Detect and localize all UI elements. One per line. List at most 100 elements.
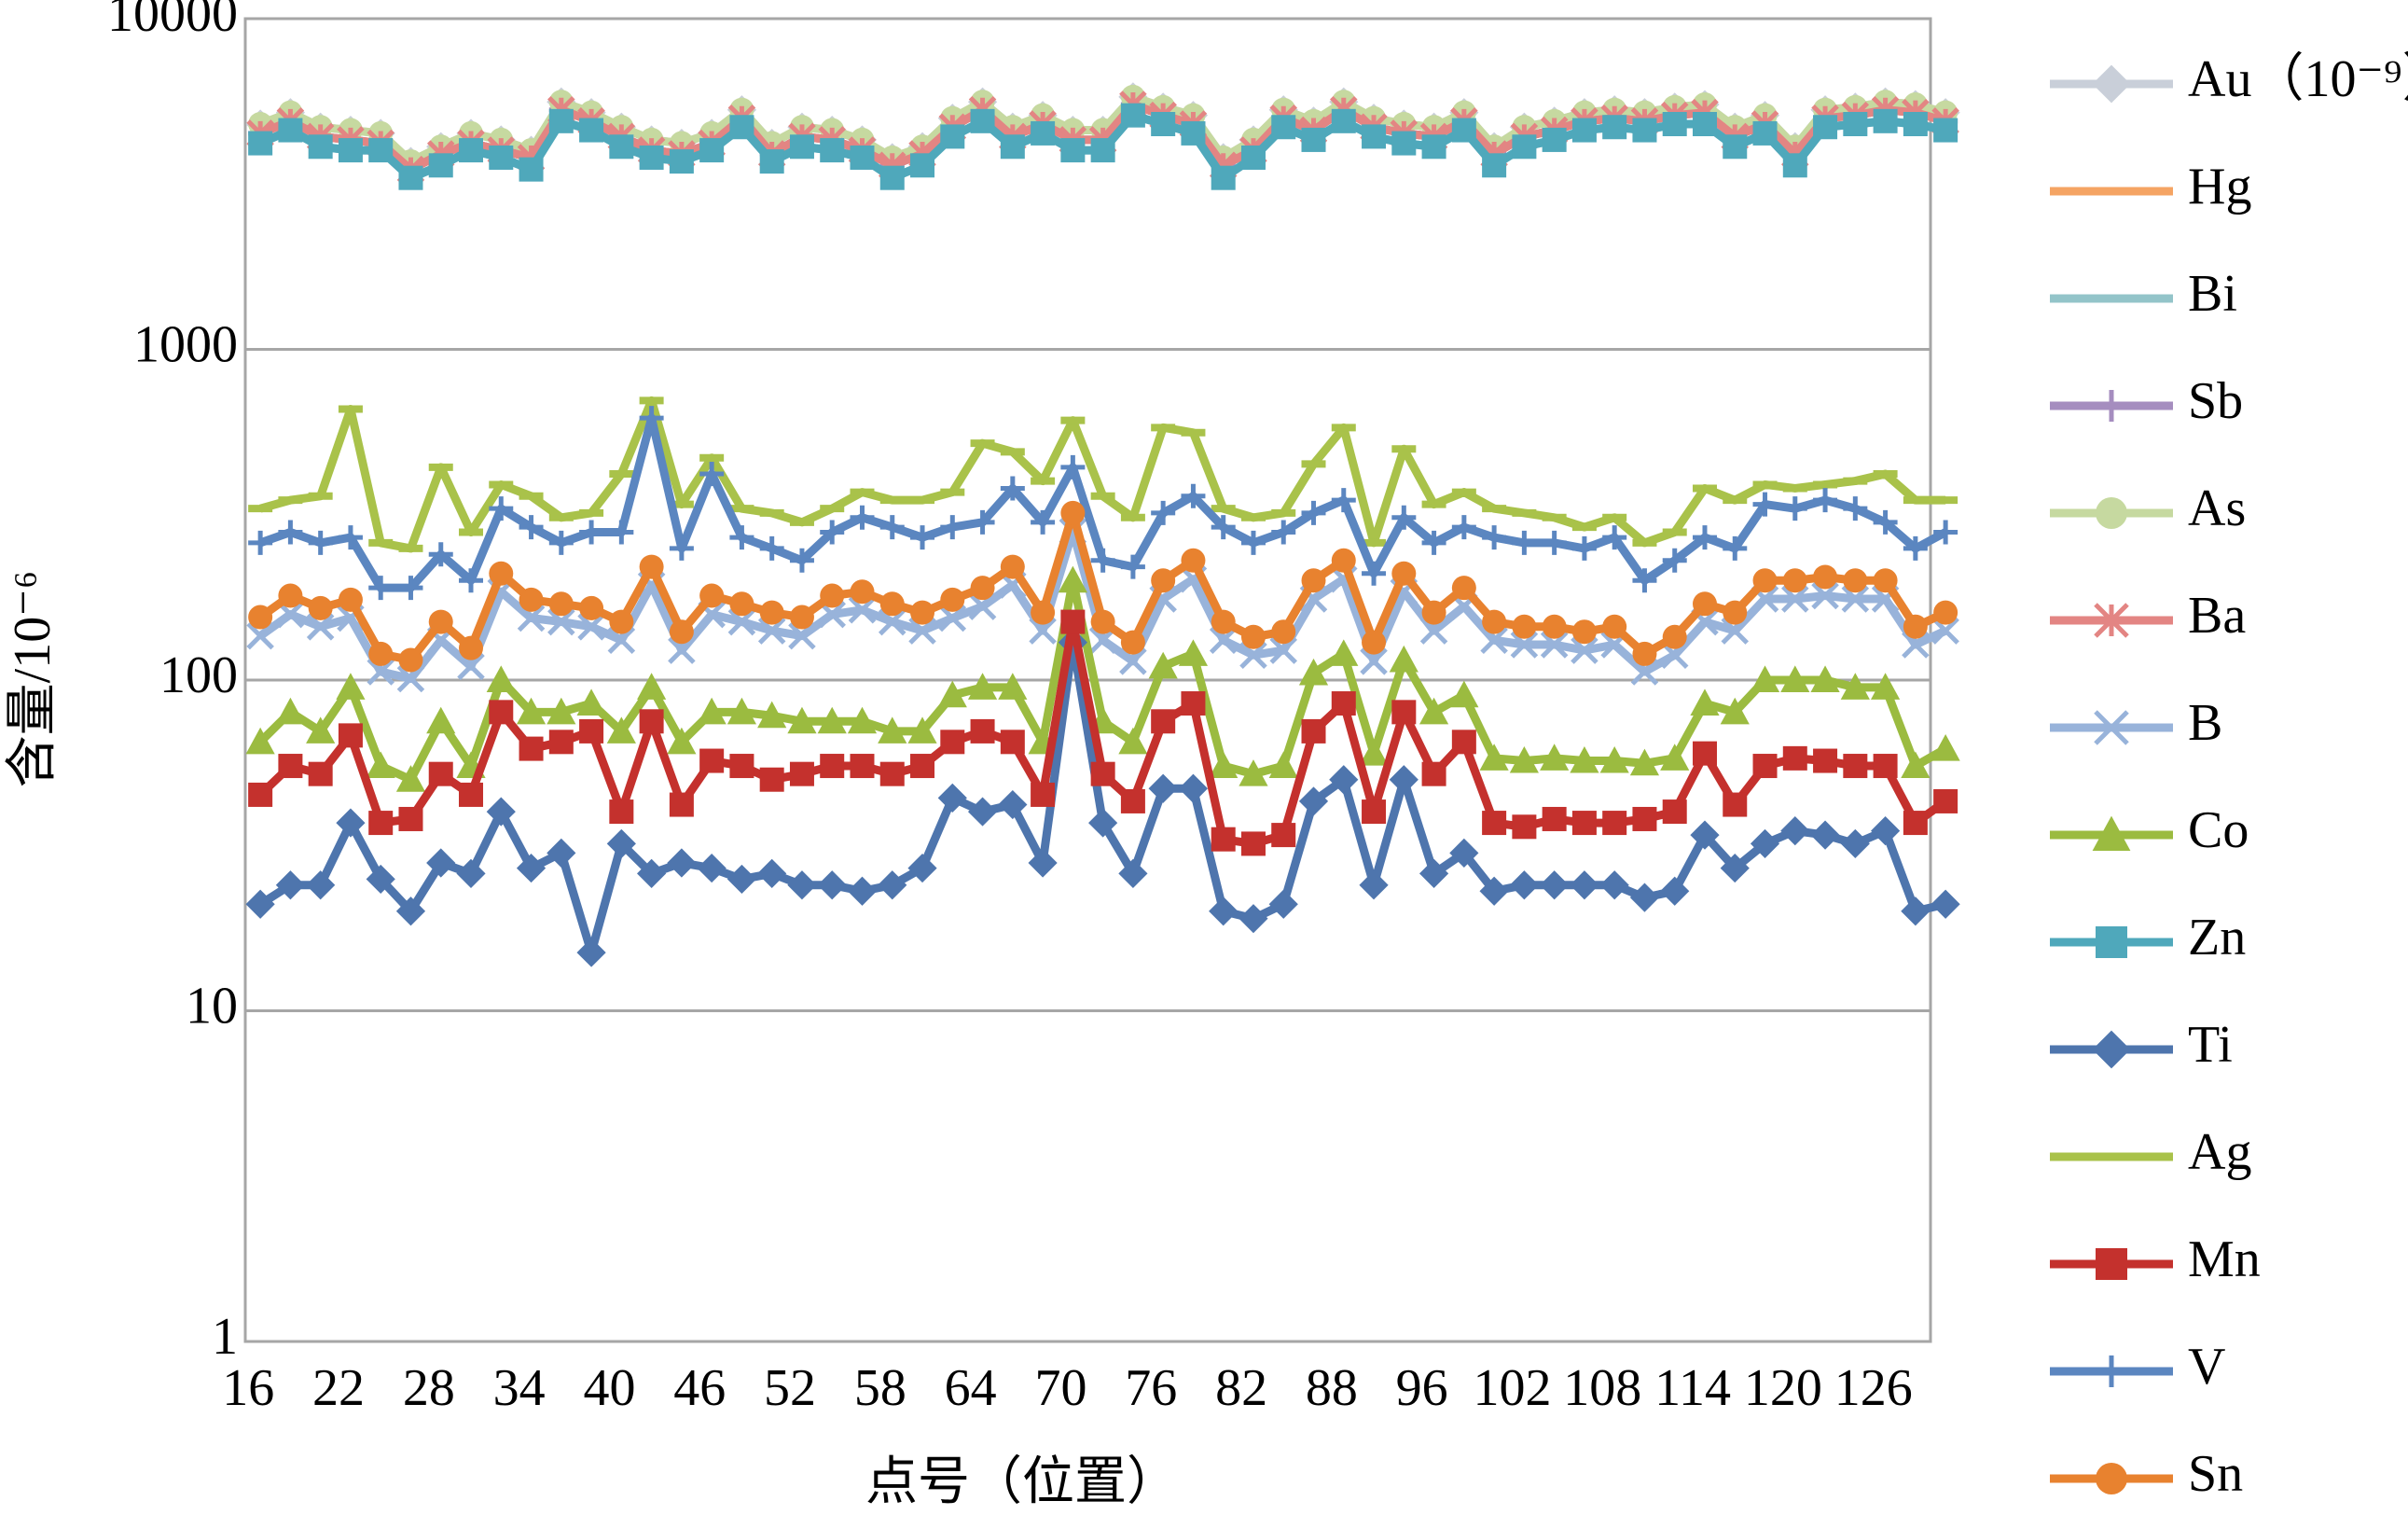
data-point [1178, 639, 1209, 666]
data-point [1271, 823, 1296, 848]
data-point [850, 754, 875, 779]
data-point [368, 811, 394, 836]
x-tick-label: 16 [222, 1359, 274, 1417]
data-point [1451, 515, 1476, 540]
data-point [366, 751, 395, 779]
series [245, 628, 1960, 967]
data-point [338, 587, 363, 612]
data-point [1782, 745, 1807, 771]
data-point [820, 520, 845, 545]
data-point [368, 641, 394, 666]
legend-label: Sn [2188, 1445, 2243, 1503]
data-point [1540, 631, 1569, 659]
data-point [548, 730, 574, 755]
data-point [428, 542, 453, 567]
data-point [1903, 614, 1928, 639]
data-point [729, 591, 754, 617]
data-point [788, 621, 816, 650]
x-tick-label: 114 [1654, 1359, 1731, 1417]
data-point [308, 530, 333, 555]
legend-label: Ba [2188, 587, 2246, 645]
data-point [338, 525, 363, 550]
data-point [489, 145, 514, 170]
data-point [1813, 748, 1838, 773]
data-point [1451, 730, 1476, 755]
data-point [278, 754, 303, 779]
data-point [1298, 786, 1329, 816]
data-point [1723, 600, 1748, 625]
data-point [1873, 108, 1898, 133]
data-point [1211, 165, 1236, 190]
legend-marker [2096, 497, 2127, 529]
data-point [1782, 496, 1807, 521]
legend-item: V [2050, 1338, 2225, 1396]
data-point [547, 697, 576, 725]
data-point [248, 530, 273, 555]
data-point [1181, 120, 1206, 146]
x-tick-label: 46 [673, 1359, 726, 1417]
data-point [336, 808, 366, 838]
data-point [1451, 118, 1476, 143]
data-point [938, 604, 967, 632]
legend-marker [2092, 1030, 2131, 1069]
data-point [517, 604, 546, 632]
data-point [1090, 138, 1115, 163]
data-point [1391, 700, 1417, 725]
data-point [1090, 548, 1115, 573]
legend-label: Bi [2188, 265, 2237, 323]
data-point [579, 118, 604, 143]
data-point [1031, 600, 1056, 625]
series [248, 396, 1958, 553]
data-point [606, 828, 636, 859]
data-point [1901, 896, 1931, 926]
data-point [1211, 515, 1236, 540]
data-point [1933, 118, 1958, 143]
data-point [1662, 111, 1687, 136]
data-point [1060, 500, 1086, 525]
legend-item: As [2050, 480, 2246, 537]
data-point [398, 806, 423, 831]
data-point [486, 797, 516, 827]
data-point [1482, 153, 1507, 178]
data-point [275, 697, 306, 725]
x-tick-label: 52 [764, 1359, 816, 1417]
data-point [1903, 811, 1928, 836]
series-line [258, 396, 1946, 553]
data-point [1782, 568, 1807, 593]
data-point [1931, 617, 1959, 645]
data-point [1781, 585, 1809, 613]
data-point [1298, 658, 1329, 686]
legend-marker [2092, 815, 2131, 851]
data-point [486, 665, 516, 692]
data-point [1870, 816, 1901, 846]
data-point [1118, 727, 1148, 755]
data-point [850, 145, 875, 170]
data-point [547, 838, 576, 868]
data-point [1211, 827, 1236, 852]
data-point [878, 607, 906, 636]
data-point [489, 700, 514, 725]
data-point [1031, 509, 1056, 535]
data-point [1271, 115, 1296, 140]
data-point [667, 848, 697, 878]
plot-frame [243, 17, 1932, 1343]
data-point [1662, 548, 1687, 573]
data-point [1840, 828, 1870, 859]
data-point [817, 870, 847, 900]
data-point [1632, 641, 1657, 666]
data-point [1840, 673, 1870, 700]
data-point [1873, 754, 1898, 779]
data-point [1692, 111, 1717, 136]
legend-label: Au（10⁻⁹） [2188, 50, 2408, 108]
data-point [459, 782, 484, 807]
data-point [577, 613, 605, 641]
data-point [609, 134, 634, 160]
data-point [1209, 751, 1239, 779]
data-point [1028, 848, 1058, 878]
data-point [1720, 697, 1750, 725]
data-point [1602, 811, 1627, 836]
legend-label: Ti [2188, 1016, 2233, 1074]
data-point [1209, 626, 1238, 655]
data-point [850, 579, 875, 605]
data-point [516, 853, 547, 883]
